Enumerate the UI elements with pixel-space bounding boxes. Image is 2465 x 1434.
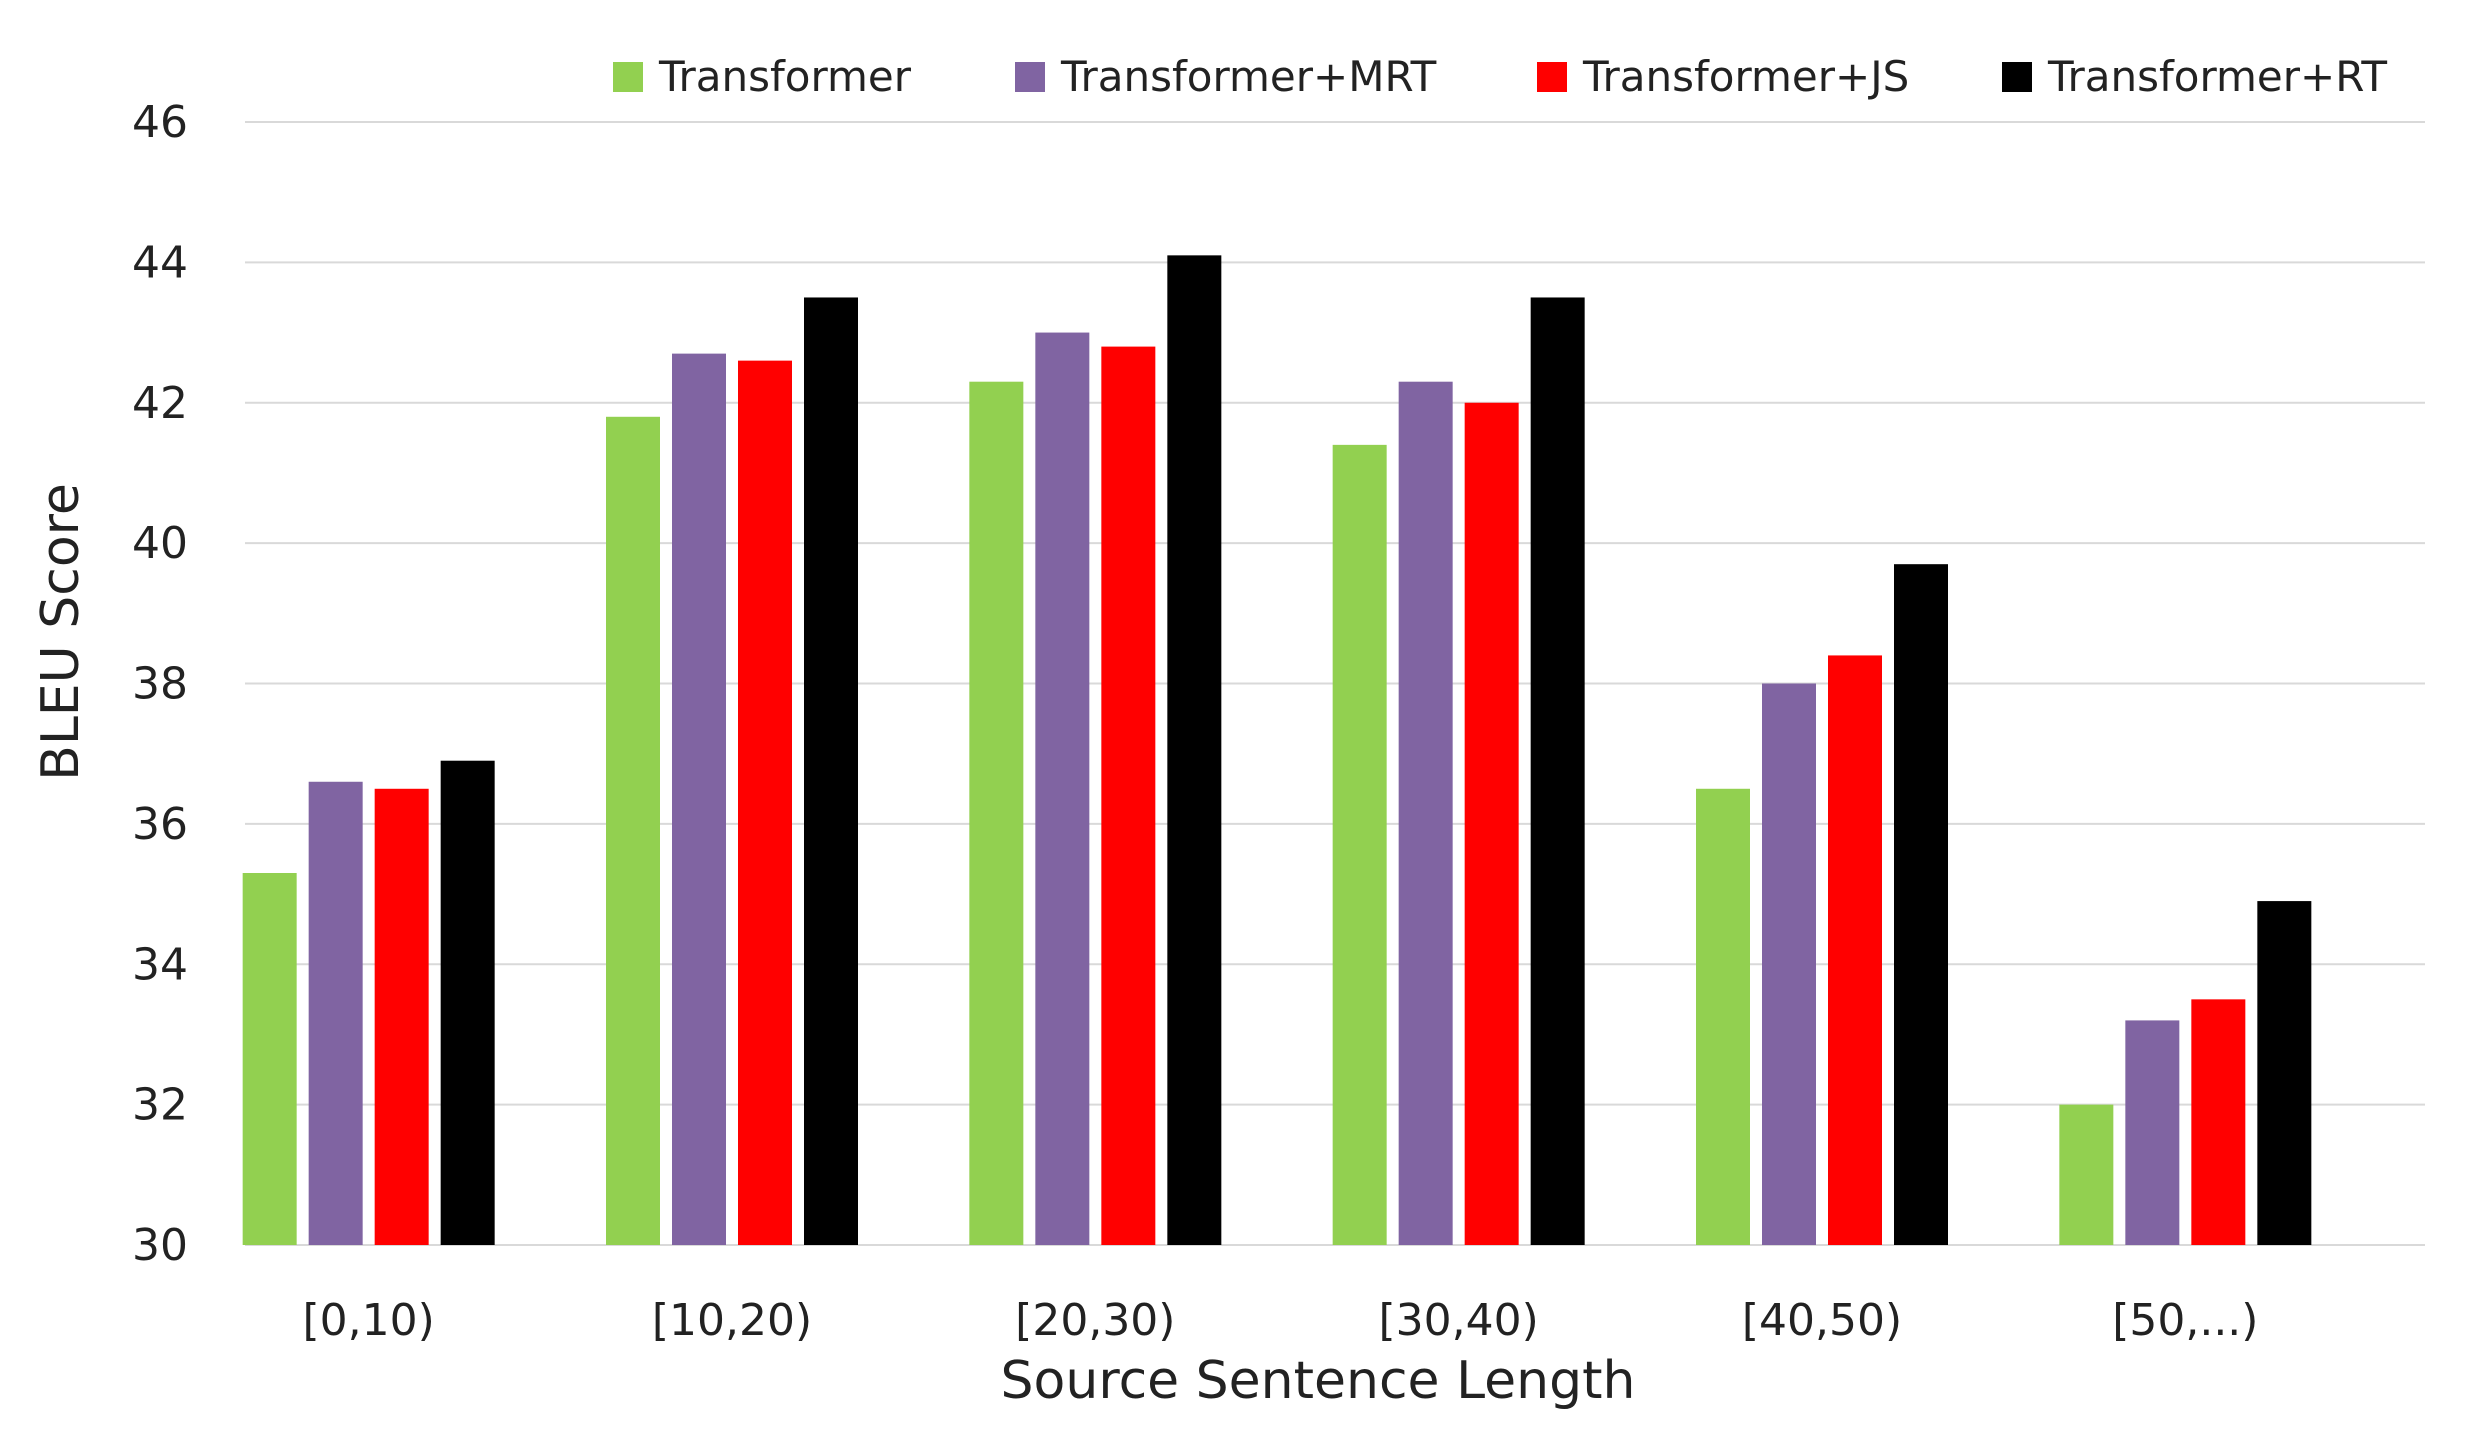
y-axis-title: BLEU Score [31, 483, 91, 781]
x-axis-ticks: [0,10) [10,20) [20,30) [30,40) [40,50) [50,..… [303, 1295, 2259, 1346]
y-axis-ticks: 30 32 34 36 38 40 42 44 46 [132, 97, 188, 1271]
legend-label: Transformer+MRT [1060, 52, 1437, 101]
y-tick-label: 36 [132, 799, 188, 850]
x-tick-label: [20,30) [1015, 1295, 1175, 1346]
bar-transformer-rt-1 [804, 297, 858, 1245]
bar-transformer-js-4 [1828, 655, 1882, 1245]
bar-transformer-rt-0 [440, 760, 495, 1245]
legend-item: Transformer+MRT [1015, 52, 1437, 101]
bar-transformer-mrt-2 [1035, 332, 1090, 1245]
y-tick-label: 34 [132, 939, 188, 990]
x-tick-label: [10,20) [652, 1295, 812, 1346]
bar-transformer-js-1 [738, 360, 792, 1245]
bar-transformer-rt-5 [2257, 901, 2312, 1245]
legend-swatch [613, 62, 643, 92]
bar-transformer-js-0 [374, 788, 429, 1245]
y-tick-label: 46 [132, 97, 188, 148]
y-tick-label: 32 [132, 1080, 188, 1131]
legend-swatch [2002, 62, 2032, 92]
bar-transformer-mrt-1 [672, 353, 726, 1245]
legend-label: Transformer+RT [2047, 52, 2387, 101]
y-tick-label: 42 [132, 378, 188, 429]
x-tick-label: [40,50) [1742, 1295, 1902, 1346]
bar-transformer-4 [1696, 788, 1750, 1245]
bar-transformer-0 [242, 873, 297, 1245]
legend-item: Transformer+JS [1537, 52, 1909, 101]
legend-swatch [1537, 62, 1567, 92]
bar-transformer-2 [969, 381, 1024, 1246]
bar-transformer-mrt-5 [2125, 1020, 2180, 1245]
x-tick-label: [30,40) [1379, 1295, 1539, 1346]
bar-transformer-mrt-0 [308, 781, 363, 1245]
bars [242, 255, 2312, 1246]
bar-transformer-mrt-4 [1762, 683, 1816, 1245]
x-tick-label: [0,10) [303, 1295, 435, 1346]
y-tick-label: 40 [132, 518, 188, 569]
bar-transformer-mrt-3 [1398, 381, 1453, 1246]
x-tick-label: [50,...) [2112, 1295, 2258, 1346]
legend-label: Transformer [658, 52, 912, 101]
legend-item: Transformer [613, 52, 912, 101]
x-axis-title: Source Sentence Length [1001, 1351, 1636, 1411]
y-tick-label: 44 [132, 237, 188, 288]
legend: Transformer Transformer+MRT Transformer+JS… [613, 52, 2387, 101]
bar-transformer-5 [2059, 1104, 2114, 1245]
bar-transformer-3 [1332, 444, 1387, 1245]
legend-swatch [1015, 62, 1045, 92]
bar-transformer-js-2 [1101, 346, 1156, 1246]
y-tick-label: 38 [132, 659, 188, 710]
bar-transformer-rt-3 [1530, 297, 1585, 1245]
bar-transformer-1 [606, 416, 660, 1246]
legend-item: Transformer+RT [2002, 52, 2387, 101]
bar-transformer-rt-2 [1167, 255, 1222, 1245]
legend-label: Transformer+JS [1582, 52, 1909, 101]
bar-transformer-rt-4 [1894, 564, 1948, 1245]
bar-transformer-js-3 [1464, 402, 1519, 1245]
y-tick-label: 30 [132, 1220, 188, 1271]
bar-transformer-js-5 [2191, 999, 2246, 1245]
